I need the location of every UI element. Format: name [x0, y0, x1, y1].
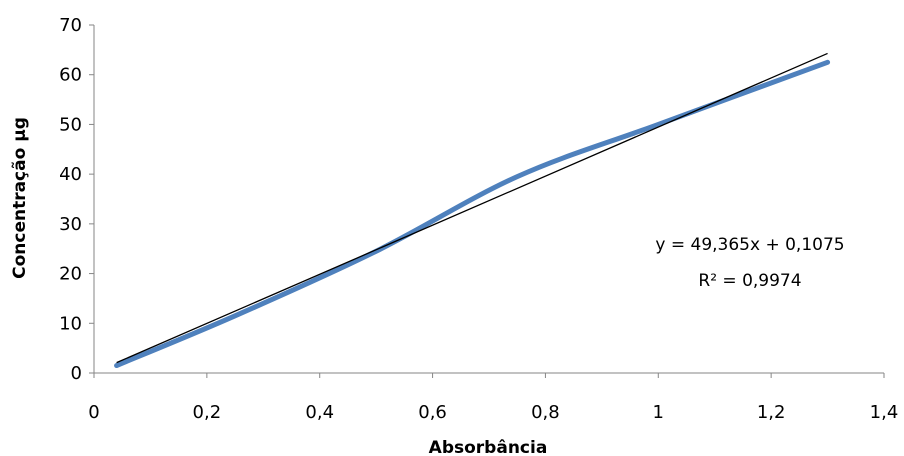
x-tick-label: 0,8 [531, 402, 560, 423]
x-tick-label: 0 [88, 402, 99, 423]
x-tick-label: 1 [653, 402, 664, 423]
y-tick-label: 50 [59, 114, 82, 135]
x-tick-label: 1,2 [757, 402, 786, 423]
y-tick-label: 10 [59, 313, 82, 334]
x-tick-label: 0,6 [418, 402, 447, 423]
y-tick-label: 20 [59, 264, 82, 285]
trendline [116, 52, 828, 364]
y-tick-label: 60 [59, 65, 82, 86]
trendline-r2: R² = 0,9974 [698, 271, 801, 291]
y-tick-label: 30 [59, 214, 82, 235]
x-tick-label: 0,2 [193, 402, 222, 423]
data-series-line [114, 59, 831, 369]
x-tick-label: 0,4 [305, 402, 334, 423]
y-tick-label: 0 [71, 363, 82, 384]
y-tick-label: 40 [59, 164, 82, 185]
x-tick-label: 1,4 [870, 402, 899, 423]
y-axis-title: Concentração µg [10, 117, 30, 279]
trendline-equation: y = 49,365x + 0,1075 [655, 235, 844, 255]
x-axis-title: Absorbância [429, 438, 548, 456]
y-tick-label: 70 [59, 15, 82, 36]
